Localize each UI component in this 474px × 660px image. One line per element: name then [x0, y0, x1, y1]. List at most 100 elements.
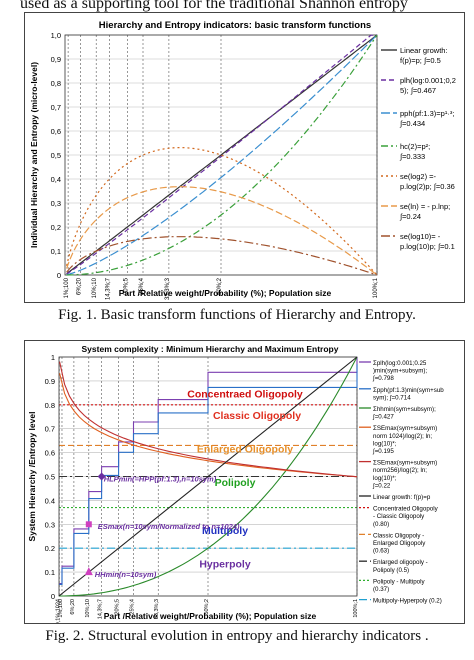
legend-entry: se(ln) = - p.lnp;: [400, 202, 450, 211]
legend-entry: ∫=0.22: [372, 482, 391, 489]
y-tick-label: 0.8: [45, 401, 55, 410]
legend-entry: ∫=0.434: [399, 119, 425, 128]
y-tick-label: 0.4: [45, 496, 55, 505]
figure-2: System complexity : Minimum Hierarchy an…: [24, 340, 465, 625]
x-tick-label: 50%;2: [217, 277, 223, 295]
x-tick-label: 33,3%;3: [165, 277, 171, 300]
x-tick-label: 6%;20: [77, 277, 83, 295]
legend-entry: ∫=0.333: [399, 152, 425, 161]
series-line: [66, 147, 378, 276]
legend-entry: sym); ∫=0.714: [373, 394, 411, 401]
y-tick-label: 0,5: [51, 151, 61, 160]
x-tick-label: 25%;4: [130, 599, 136, 615]
legend-entry: Concentrated Oligopoly: [373, 506, 439, 513]
legend-entry: Σpph(pf:1.3)min(sym+sub: [373, 387, 444, 394]
region-label: Hyperpoly: [199, 558, 251, 570]
x-tick-label: 10%;10: [92, 277, 98, 298]
legend-entry: p.log(10)p; ∫=0.1: [400, 242, 455, 251]
legend-entry: Polipoly - Multipoly: [373, 578, 425, 585]
y-tick-label: 0,2: [51, 223, 61, 232]
legend-entry: (0.37): [373, 586, 389, 593]
x-axis-label: Part /Relative weight/Probability (%); P…: [104, 611, 317, 621]
series-line: [58, 356, 358, 597]
y-tick-label: 0.5: [45, 473, 55, 482]
y-tick-label: 0.9: [45, 377, 55, 386]
series-line: [66, 34, 378, 276]
legend-entry: hc(2)=p²;: [400, 142, 430, 151]
region-label: Classic Oligopoly: [213, 410, 301, 422]
y-tick-label: 0,6: [51, 127, 61, 136]
x-tick-label: 20%;5: [123, 277, 129, 295]
legend-entry: norm256)/log(2); ln;: [373, 467, 427, 474]
legend-entry: se(log2) =-: [400, 172, 437, 181]
annotation-label: ESmax(n=10sym/Normalized to n=1024): [98, 522, 240, 531]
x-tick-label: 1%;100: [64, 277, 70, 298]
legend-entry: ∫=0.798: [372, 375, 394, 382]
x-tick-label: 1%;100: [58, 599, 64, 618]
legend-entry: ΣSEmax(sym+subsym): [373, 425, 437, 432]
annotation-marker: [97, 472, 106, 481]
x-tick-label: 10%;10: [85, 599, 91, 618]
chart-title: System complexity : Minimum Hierarchy an…: [82, 344, 339, 354]
chart-title: Hierarchy and Entropy indicators: basic …: [99, 20, 371, 31]
x-tick-label: 33,3%;3: [154, 599, 160, 619]
region-label: Concentraed Oligopoly: [187, 389, 303, 401]
region-label: Polipoly: [215, 477, 256, 489]
legend-entry: f(p)=p; ∫=0.5: [400, 56, 441, 65]
x-tick-label: 20%;5: [115, 599, 121, 615]
legend-entry: Polipoly (0.5): [373, 567, 409, 574]
legend-entry: ∫=0.195: [372, 448, 394, 455]
x-tick-label: 100%;1: [373, 277, 379, 298]
y-tick-label: 0.6: [45, 449, 55, 458]
legend-entry: Classic Oligopoly -: [373, 532, 424, 539]
legend-entry: Enlarged Oligopoly: [373, 540, 426, 547]
annotation-marker: [84, 567, 93, 576]
legend-entry: se(log10)= -: [400, 232, 441, 241]
legend-entry: Σhhmin(sym+subsym);: [373, 406, 436, 413]
legend-entry: Linear growth:: [400, 46, 448, 55]
legend-entry: norm 1024)/log(2); ln;: [373, 433, 432, 440]
legend-entry: plh(log:0.001;0,2: [400, 76, 456, 85]
annotation-label: HLPmin(=HPP(pf:1.3),n=10sym): [104, 474, 217, 483]
y-tick-label: 0: [57, 271, 61, 280]
y-tick-label: 0,8: [51, 79, 61, 88]
y-tick-label: 1,0: [51, 31, 61, 40]
legend-entry: 5); ∫=0.467: [400, 86, 436, 95]
x-tick-label: 100%;1: [353, 599, 359, 618]
annotation-label: HHmin(n=10sym): [95, 570, 157, 579]
y-tick-label: 0,7: [51, 103, 61, 112]
series-line: [59, 361, 358, 478]
legend-entry: ∫=0.427: [372, 414, 394, 421]
legend-entry: (0.80): [373, 521, 389, 528]
figure-1: Hierarchy and Entropy indicators: basic …: [24, 12, 465, 303]
y-tick-label: 0.1: [45, 568, 55, 577]
legend-entry: )min(sym+subsym);: [373, 368, 427, 375]
annotation-marker: [85, 521, 92, 528]
legend-entry: log(10)*;: [373, 475, 397, 482]
y-tick-label: 0: [51, 592, 55, 601]
x-tick-label: 6%;20: [70, 599, 76, 615]
series-line: [59, 364, 358, 585]
series-line: [66, 34, 378, 276]
series-line: [66, 186, 378, 276]
legend-entry: ∫=0.24: [399, 212, 421, 221]
y-axis-label: Individual Hierarchy and Entropy (micro-…: [29, 62, 39, 248]
x-tick-label: 14,3%;7: [106, 277, 112, 300]
series-line: [59, 356, 358, 597]
y-tick-label: 0.2: [45, 544, 55, 553]
legend-entry: log(10)*;: [373, 440, 397, 447]
legend-entry: (0.63): [373, 548, 389, 555]
figure-2-chart: System complexity : Minimum Hierarchy an…: [27, 344, 444, 625]
y-tick-label: 0,9: [51, 55, 61, 64]
region-label: Enlarged Oligopoly: [197, 444, 293, 456]
y-tick-label: 0,3: [51, 199, 61, 208]
plot-area: [64, 34, 378, 276]
legend-entry: Multipoly-Hyperpoly (0.2): [373, 598, 442, 605]
x-tick-label: 50%;2: [204, 599, 210, 615]
y-tick-label: 0,4: [51, 175, 61, 184]
x-tick-label: 25%;4: [139, 277, 145, 295]
legend-entry: pph(pf:1.3)=p¹·³;: [400, 109, 454, 118]
legend-entry: Enlarged oligopoly -: [373, 559, 428, 566]
y-tick-label: 0.7: [45, 425, 55, 434]
legend-entry: - Classic Oligopoly: [373, 513, 425, 520]
